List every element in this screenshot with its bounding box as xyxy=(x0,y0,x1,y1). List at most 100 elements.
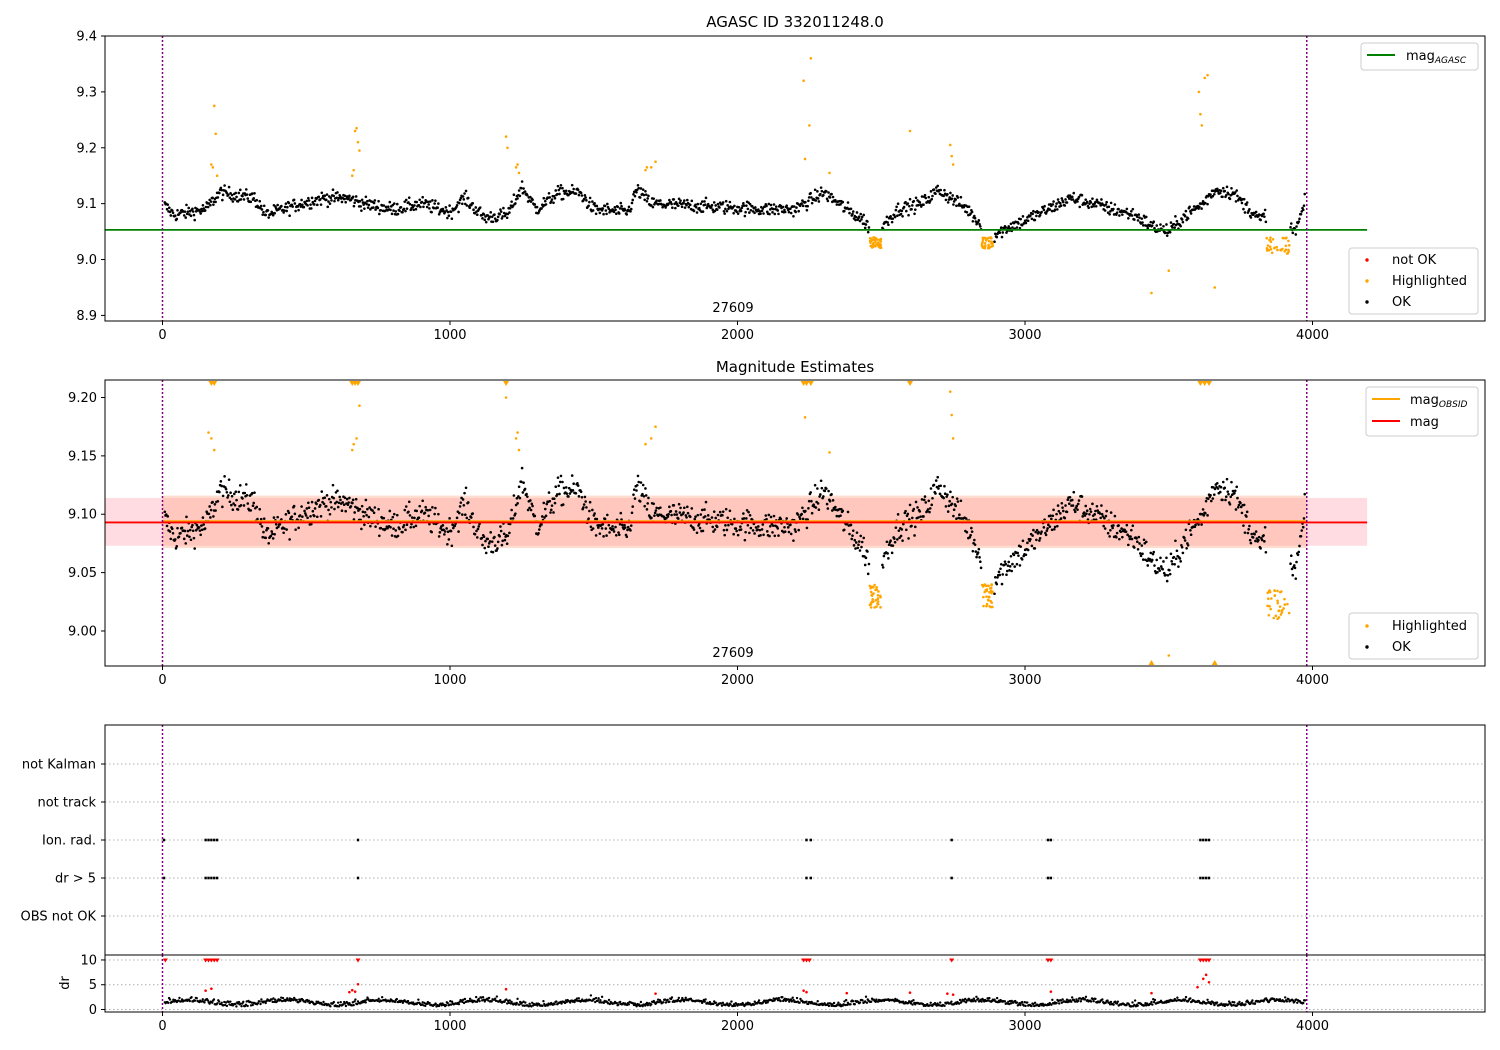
ok-point xyxy=(529,200,533,203)
ok-point xyxy=(819,493,822,496)
ok-point xyxy=(191,523,194,527)
ok-point xyxy=(749,208,753,212)
ok-point xyxy=(328,202,332,205)
ok-point xyxy=(303,509,306,513)
ok-point xyxy=(859,534,863,538)
not-ok-swatch xyxy=(1365,258,1369,262)
middle-legend-points[interactable]: Highlighted OK xyxy=(1348,612,1479,660)
dr-point xyxy=(875,998,878,1001)
ok-point xyxy=(792,214,795,218)
dr-point xyxy=(909,1002,913,1005)
ok-point xyxy=(461,195,465,198)
dr-point xyxy=(178,996,181,1000)
ok-point xyxy=(267,216,271,219)
ok-point xyxy=(1137,535,1141,539)
ok-point xyxy=(356,506,359,510)
dr-not-ok-point xyxy=(356,982,360,986)
ok-point xyxy=(360,209,363,212)
dr-point xyxy=(976,997,980,1000)
ok-point xyxy=(458,505,462,508)
ok-point xyxy=(1247,527,1250,531)
x-tick-label: 2000 xyxy=(721,328,754,343)
ok-point xyxy=(771,524,775,527)
flag-marker xyxy=(1207,876,1211,880)
ok-point xyxy=(851,210,855,213)
ok-point xyxy=(934,479,938,482)
middle-legend-lines[interactable]: magOBSID mag xyxy=(1365,386,1479,437)
dr-point xyxy=(560,1002,563,1005)
ok-point xyxy=(751,205,754,208)
ok-point xyxy=(1242,197,1246,201)
dr-point xyxy=(355,1002,359,1006)
dr-point xyxy=(314,1002,317,1006)
ok-point xyxy=(543,199,547,203)
ok-point xyxy=(327,497,331,501)
dr-point xyxy=(462,1001,466,1005)
dr-point xyxy=(788,1000,791,1003)
ok-point xyxy=(598,211,602,215)
ok-point xyxy=(1111,526,1114,530)
ok-point xyxy=(1130,528,1133,532)
ok-point xyxy=(1181,551,1185,555)
top-legend-points[interactable]: not OK Highlighted OK xyxy=(1348,247,1479,315)
ok-point xyxy=(1018,564,1022,567)
ok-point xyxy=(1156,570,1159,574)
ok-point xyxy=(714,516,718,520)
ok-point xyxy=(1026,541,1029,545)
ok-point xyxy=(700,200,704,203)
ok-point xyxy=(890,551,894,555)
ok-point xyxy=(1105,509,1108,513)
ok-point xyxy=(417,516,421,520)
top-legend-line[interactable]: magAGASC xyxy=(1360,42,1479,71)
dr-point xyxy=(406,999,410,1003)
ok-point xyxy=(471,201,475,205)
ok-point xyxy=(1085,509,1089,513)
ok-point xyxy=(644,193,648,196)
ok-point xyxy=(510,508,513,512)
dr-point xyxy=(336,1001,340,1004)
ok-point xyxy=(645,199,649,203)
ok-point xyxy=(680,205,684,209)
highlighted-point xyxy=(875,585,878,589)
ok-point xyxy=(614,533,618,537)
ok-point xyxy=(715,525,719,529)
ok-point xyxy=(489,211,493,214)
ok-point xyxy=(1184,528,1188,532)
ok-point xyxy=(1100,198,1103,201)
dr-point xyxy=(1019,1003,1022,1007)
ok-point xyxy=(616,205,620,209)
ok-point xyxy=(202,207,205,210)
ok-point xyxy=(372,206,375,209)
ok-point xyxy=(182,214,186,217)
ok-point xyxy=(238,188,242,192)
highlighted-point xyxy=(872,592,875,595)
ok-point xyxy=(332,194,336,198)
ok-point xyxy=(333,199,336,203)
ok-point xyxy=(307,501,310,505)
ok-point xyxy=(319,203,323,206)
dr-point xyxy=(1303,999,1307,1002)
ok-point xyxy=(1130,537,1134,541)
ok-point xyxy=(555,192,559,196)
ok-point xyxy=(643,198,646,202)
dr-point xyxy=(180,998,184,1001)
ok-point xyxy=(600,527,604,530)
ok-point xyxy=(227,185,231,189)
ok-point xyxy=(891,544,895,547)
dr-point xyxy=(781,995,784,999)
ok-point xyxy=(659,199,662,202)
ok-point xyxy=(675,513,679,516)
ok-point xyxy=(481,217,484,220)
ok-point xyxy=(1162,571,1166,575)
ok-point xyxy=(417,204,421,207)
y-tick-label: 9.00 xyxy=(68,624,97,639)
ok-point xyxy=(395,513,399,517)
ok-point xyxy=(542,501,546,505)
highlighted-point xyxy=(879,243,883,247)
ok-point xyxy=(1005,569,1009,573)
ok-point xyxy=(638,196,642,199)
ok-point xyxy=(329,196,333,200)
ok-point xyxy=(211,196,214,200)
ok-point xyxy=(593,201,596,205)
ok-point xyxy=(1194,523,1197,527)
